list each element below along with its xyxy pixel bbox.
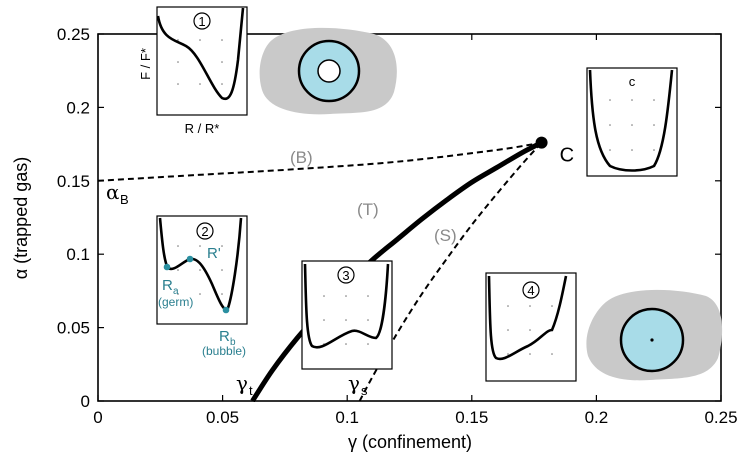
x-tick-label: 0.1	[335, 408, 359, 427]
axes-box	[97, 33, 722, 402]
inset-c: c	[586, 67, 678, 177]
point-rb: R	[219, 328, 230, 345]
gamma-t-subscript: t	[249, 383, 253, 398]
point-ra-note: (germ)	[158, 295, 193, 309]
label-t: (T)	[357, 200, 379, 219]
inset-4: 4	[485, 272, 577, 382]
alpha-b-symbol: α	[106, 180, 120, 204]
series-group	[98, 140, 543, 402]
critical-point-label: C	[560, 145, 574, 167]
critical-point-marker	[535, 136, 548, 149]
inset-c-letter: c	[629, 74, 636, 89]
point-ra: R	[162, 277, 173, 294]
inset-1-xlabel: R / R*	[185, 121, 220, 136]
inset-4-number: 4	[527, 283, 534, 298]
inset-1-ylabel: F / F*	[138, 48, 153, 80]
x-tick-label: 0.05	[206, 408, 239, 427]
y-tick-label: 0.05	[57, 319, 90, 338]
point-ra-subscript: a	[173, 286, 179, 297]
y-axis-label: α (trapped gas)	[11, 157, 31, 279]
bubble-illustration-bottom	[586, 289, 723, 381]
y-tick-label: 0.2	[66, 98, 90, 117]
x-tick-label: 0.2	[585, 408, 609, 427]
series-line-b	[98, 141, 542, 182]
point-r-prime: R'	[207, 245, 221, 262]
gamma-s-symbol: γ	[348, 371, 360, 395]
y-tick-label: 0.1	[66, 245, 90, 264]
x-tick-label: 0	[93, 408, 102, 427]
x-tick-label: 0.15	[455, 408, 488, 427]
x-axis-label: γ (confinement)	[348, 432, 472, 452]
inset-1: 1 F / F* R / R*	[138, 6, 248, 136]
alpha-b-subscript: B	[120, 192, 129, 207]
point-rb-subscript: b	[230, 337, 236, 348]
label-b: (B)	[290, 148, 313, 167]
inset-3-number: 3	[342, 268, 349, 283]
gamma-s-subscript: s	[361, 383, 368, 398]
inset-1-number: 1	[198, 14, 205, 29]
bubble-illustration-top	[259, 27, 397, 115]
gamma-t-symbol: γ	[236, 371, 248, 395]
inset-2-number: 2	[201, 224, 208, 239]
y-tick-label: 0.25	[57, 25, 90, 44]
tick-labels: 0 0.05 0.1 0.15 0.2 0.25 0 0.05 0.1 0.15 0.2 0.25	[57, 25, 738, 427]
series-line-t	[250, 140, 543, 402]
inset-2: 2 R a (germ) R' R b (bubble)	[156, 215, 248, 358]
label-s: (S)	[434, 226, 457, 245]
inset-3: 3	[301, 260, 393, 370]
x-tick-label: 0.25	[704, 408, 737, 427]
point-rb-note: (bubble)	[202, 344, 246, 358]
y-tick-label: 0.15	[57, 172, 90, 191]
y-tick-label: 0	[81, 392, 90, 411]
